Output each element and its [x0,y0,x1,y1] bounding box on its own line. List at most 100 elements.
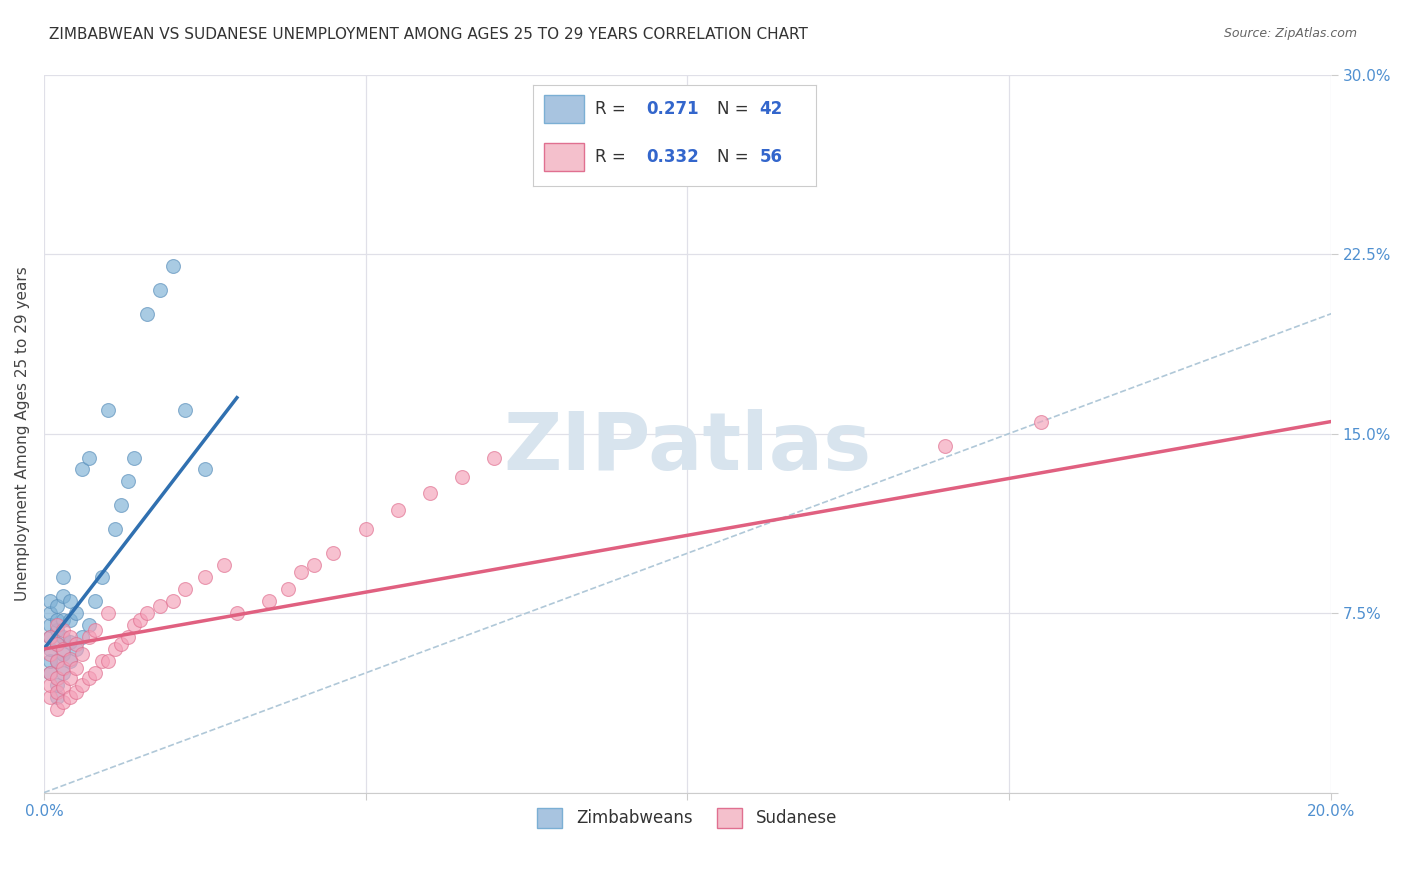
Point [135,307,157,321]
Point [934,439,956,453]
Point [39,642,62,657]
Point [59,613,82,627]
Point [52,681,75,695]
Point [277,582,299,597]
Point [97,402,120,417]
Point [1031,415,1053,429]
Point [65,661,87,675]
Point [39,630,62,644]
Point [59,654,82,668]
Point [39,690,62,704]
Point [52,695,75,709]
Point [451,469,474,483]
Point [302,558,325,573]
Point [77,450,100,465]
Point [72,678,94,692]
Point [84,594,107,608]
Point [45,671,67,685]
Point [110,637,132,651]
Point [59,635,82,649]
Point [59,594,82,608]
Point [59,671,82,685]
Point [39,630,62,644]
Point [65,606,87,620]
Point [149,599,172,613]
Point [162,594,184,608]
Point [39,678,62,692]
Point [122,618,145,632]
Point [97,606,120,620]
Point [45,599,67,613]
Point [290,566,312,580]
Point [45,685,67,699]
Point [354,522,377,536]
Point [90,570,112,584]
Point [39,606,62,620]
Point [52,647,75,661]
Point [39,594,62,608]
Point [45,613,67,627]
Point [45,702,67,716]
Point [52,590,75,604]
Point [45,690,67,704]
Point [39,618,62,632]
Point [104,642,127,657]
Point [84,623,107,637]
Point [174,582,197,597]
Point [52,570,75,584]
Point [174,402,197,417]
Legend: Zimbabweans, Sudanese: Zimbabweans, Sudanese [531,801,844,835]
Point [90,654,112,668]
Point [52,623,75,637]
Point [59,690,82,704]
Point [39,665,62,680]
Point [257,594,280,608]
Point [77,630,100,644]
Point [117,475,139,489]
Point [72,462,94,476]
Point [45,654,67,668]
Point [122,450,145,465]
Point [84,665,107,680]
Point [129,613,152,627]
Point [52,665,75,680]
Text: ZIMBABWEAN VS SUDANESE UNEMPLOYMENT AMONG AGES 25 TO 29 YEARS CORRELATION CHART: ZIMBABWEAN VS SUDANESE UNEMPLOYMENT AMON… [49,27,808,42]
Point [39,647,62,661]
Point [225,606,247,620]
Point [212,558,235,573]
Point [135,606,157,620]
Point [45,618,67,632]
Text: Source: ZipAtlas.com: Source: ZipAtlas.com [1223,27,1357,40]
Point [65,637,87,651]
Point [65,642,87,657]
Point [322,546,344,560]
Point [104,522,127,536]
Point [110,499,132,513]
Point [77,618,100,632]
Point [45,637,67,651]
Point [97,654,120,668]
Point [52,642,75,657]
Point [45,654,67,668]
Point [45,637,67,651]
Point [45,678,67,692]
Point [52,630,75,644]
Point [77,671,100,685]
Point [52,661,75,675]
Point [39,665,62,680]
Point [117,630,139,644]
Point [45,623,67,637]
Point [387,503,409,517]
Point [194,462,217,476]
Point [419,486,441,500]
Point [72,630,94,644]
Point [162,259,184,273]
Text: ZIPatlas: ZIPatlas [503,409,872,487]
Point [39,654,62,668]
Point [59,630,82,644]
Y-axis label: Unemployment Among Ages 25 to 29 years: Unemployment Among Ages 25 to 29 years [15,266,30,601]
Point [194,570,217,584]
Point [59,651,82,665]
Point [65,685,87,699]
Point [149,283,172,297]
